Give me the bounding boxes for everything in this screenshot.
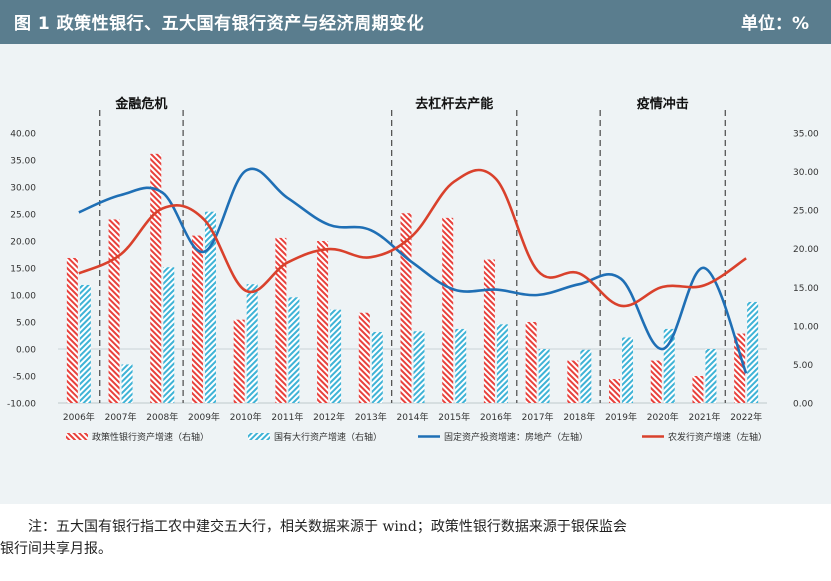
legend-label: 国有大行资产增速（右轴） (274, 431, 382, 443)
bar-policy-bank (317, 241, 329, 403)
bar-state-bank (79, 284, 91, 403)
bar-policy-bank (609, 379, 621, 403)
x-tick-label: 2018年 (563, 411, 595, 423)
bar-policy-bank (483, 259, 495, 403)
x-tick-label: 2017年 (522, 411, 554, 423)
x-tick-label: 2011年 (271, 411, 303, 423)
bar-state-bank (330, 309, 342, 403)
left-tick-label: 10.00 (10, 292, 36, 302)
x-tick-label: 2022年 (730, 411, 762, 423)
right-tick-label: 10.00 (793, 322, 819, 332)
period-label: 金融危机 (114, 96, 167, 112)
footnote: 注：五大国有银行指工农中建交五大行，相关数据来源于 wind；政策性银行数据来源… (0, 516, 831, 560)
x-tick-label: 2014年 (397, 411, 429, 423)
bar-policy-bank (650, 360, 662, 403)
bar-state-bank (121, 364, 133, 403)
bar-state-bank (204, 211, 216, 403)
x-tick-label: 2020年 (647, 411, 679, 423)
right-tick-label: 20.00 (793, 245, 819, 255)
chart-title: 图 1 政策性银行、五大国有银行资产与经济周期变化 (14, 14, 425, 34)
right-tick-label: 5.00 (793, 361, 813, 371)
bar-policy-bank (233, 319, 245, 403)
x-tick-label: 2008年 (146, 411, 178, 423)
bar-policy-bank (567, 360, 579, 403)
left-tick-label: 25.00 (10, 211, 36, 221)
legend-swatch-policy (66, 433, 88, 440)
period-label: 去杠杆去产能 (415, 96, 493, 112)
bar-state-bank (288, 297, 300, 403)
left-tick-label: 15.00 (10, 265, 36, 275)
bar-state-bank (538, 349, 550, 403)
x-tick-label: 2010年 (230, 411, 262, 423)
left-tick-label: 0.00 (16, 346, 36, 356)
x-tick-label: 2013年 (355, 411, 387, 423)
right-tick-label: 35.00 (793, 130, 819, 140)
footnote-line-2: 银行间共享月报。 (0, 541, 112, 557)
bar-state-bank (622, 337, 634, 403)
chart-svg: 40.00 35.00 30.00 25.00 20.00 15.00 10.00 5.00 0… (7, 96, 819, 443)
x-tick-label: 2019年 (605, 411, 637, 423)
x-tick-label: 2012年 (313, 411, 345, 423)
left-tick-label: 30.00 (10, 184, 36, 194)
unit-label: 单位：% (740, 14, 809, 34)
left-tick-label: 5.00 (16, 319, 36, 329)
footnote-line-1: 注：五大国有银行指工农中建交五大行，相关数据来源于 wind；政策性银行数据来源… (28, 519, 627, 535)
title-banner: 图 1 政策性银行、五大国有银行资产与经济周期变化 单位：% (0, 0, 831, 44)
period-label: 疫情冲击 (637, 96, 689, 112)
chart-panel (0, 44, 831, 504)
bar-state-bank (663, 328, 675, 403)
bar-state-bank (455, 328, 467, 403)
right-tick-label: 15.00 (793, 284, 819, 294)
left-tick-label: 35.00 (10, 157, 36, 167)
bar-policy-bank (400, 213, 412, 403)
left-tick-label: 20.00 (10, 238, 36, 248)
bar-state-bank (705, 349, 717, 403)
x-tick-label: 2006年 (63, 411, 95, 423)
x-tick-label: 2015年 (438, 411, 470, 423)
bar-policy-bank (66, 257, 78, 403)
left-tick-label: 40.00 (10, 130, 36, 140)
x-tick-label: 2009年 (188, 411, 220, 423)
line-real-estate-investment (78, 167, 748, 374)
x-tick-label: 2007年 (105, 411, 137, 423)
bar-state-bank (246, 284, 258, 403)
bar-policy-bank (108, 219, 120, 403)
bar-policy-bank (734, 333, 746, 403)
bar-state-bank (747, 301, 759, 403)
legend-label: 政策性银行资产增速（右轴） (92, 431, 209, 443)
bar-state-bank (371, 332, 383, 403)
right-tick-label: 30.00 (793, 168, 819, 178)
right-tick-label: 0.00 (793, 400, 813, 410)
left-tick-label: -5.00 (13, 373, 37, 383)
bar-policy-bank (150, 153, 162, 403)
bar-policy-bank (191, 235, 203, 403)
left-tick-label: -10.00 (7, 400, 36, 410)
bar-policy-bank (358, 312, 370, 403)
bar-policy-bank (275, 237, 287, 403)
bar-policy-bank (692, 376, 704, 403)
line-agri-dev-bank (78, 168, 747, 308)
legend-label: 农发行资产增速（左轴） (668, 431, 767, 443)
bar-policy-bank (525, 322, 537, 403)
bar-state-bank (496, 324, 508, 403)
bar-state-bank (413, 331, 425, 403)
bar-state-bank (163, 267, 175, 403)
x-tick-label: 2016年 (480, 411, 512, 423)
legend-label: 固定资产投资增速：房地产（左轴） (444, 431, 588, 443)
legend-swatch-state (248, 433, 270, 440)
bar-policy-bank (442, 217, 454, 403)
x-tick-label: 2021年 (688, 411, 720, 423)
right-tick-label: 25.00 (793, 207, 819, 217)
bar-state-bank (580, 349, 592, 403)
